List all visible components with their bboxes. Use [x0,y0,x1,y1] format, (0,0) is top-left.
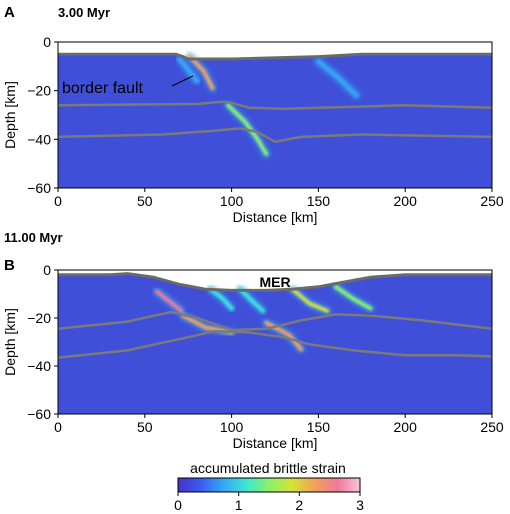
panel-a-y-axis-title: Depth [km] [2,81,18,149]
x-tick-label: 150 [307,193,331,209]
x-tick-label: 50 [137,193,153,209]
y-tick-label: −60 [27,180,51,196]
layer-interface [58,329,492,359]
panel-b: B 11.00 Myr 0 50 100 150 200 250 0 −20 −40 −60 D… [2,230,504,451]
panel-a-rock-field [58,54,492,188]
strain-zone [316,59,359,98]
panel-a-y-axis: 0 −20 −40 −60 [27,34,58,196]
x-tick-label: 100 [220,193,244,209]
y-tick-label: 0 [43,34,51,50]
panel-a-frame [57,41,493,189]
panel-b-x-axis-title: Distance [km] [233,435,318,451]
border-fault-annotation: border fault [62,80,143,97]
layer-interface [58,100,492,111]
panel-b-y-axis-title: Depth [km] [2,308,18,376]
panel-b-y-axis: 0 −20 −40 −60 [27,262,58,422]
x-tick-label: 250 [480,193,504,209]
strain-zone [290,287,330,313]
colorbar-tick-label: 3 [356,497,364,513]
strain-zone [333,284,373,311]
strain-zone [208,287,234,311]
colorbar: accumulated brittle strain 0 1 2 3 [174,460,364,513]
strain-zone [238,287,265,313]
panel-a-layer-interfaces [58,100,492,144]
panel-b-letter: B [4,257,15,274]
y-tick-label: 0 [43,262,51,278]
y-tick-label: −60 [27,406,51,422]
panel-b-plot-area [58,270,492,414]
x-tick-label: 150 [307,419,331,435]
strain-zone [187,54,215,91]
panel-a: A 3.00 Myr 0 50 100 150 200 250 0 −20 −40 −60 Di… [2,4,504,225]
y-tick-label: −20 [27,83,51,99]
strain-zone [155,289,184,313]
x-tick-label: 200 [394,419,418,435]
y-tick-label: −40 [27,131,51,147]
x-tick-label: 250 [480,419,504,435]
x-tick-label: 50 [137,419,153,435]
x-tick-label: 0 [54,193,62,209]
panel-a-x-axis: 0 50 100 150 200 250 [54,188,504,209]
layer-interface [58,127,492,144]
panel-b-layer-interfaces [58,310,492,359]
strain-zone [177,57,199,83]
x-tick-label: 0 [54,419,62,435]
panel-a-x-axis-title: Distance [km] [233,209,318,225]
colorbar-tick-label: 1 [235,497,243,513]
panel-b-x-axis: 0 50 100 150 200 250 [54,414,504,435]
colorbar-ramp [177,477,361,493]
panel-a-plot-area [58,42,492,188]
x-tick-label: 200 [394,193,418,209]
panel-b-surface-line [58,272,492,292]
layer-interface [58,310,492,332]
panel-a-letter: A [4,4,15,21]
y-tick-label: −20 [27,310,51,326]
colorbar-tick-label: 2 [295,497,303,513]
panel-b-rock-field [58,273,492,414]
panel-b-time-label: 11.00 Myr [4,230,63,245]
panel-a-time-label: 3.00 Myr [58,5,110,20]
panel-a-surface-line [58,52,492,61]
mer-label: MER [259,274,290,290]
colorbar-ticks: 0 1 2 3 [174,492,364,513]
panel-b-frame [57,269,493,415]
y-tick-label: −40 [27,358,51,374]
x-tick-label: 100 [220,419,244,435]
border-fault-leader [171,75,194,87]
colorbar-tick-label: 0 [174,497,182,513]
colorbar-label: accumulated brittle strain [190,460,346,476]
